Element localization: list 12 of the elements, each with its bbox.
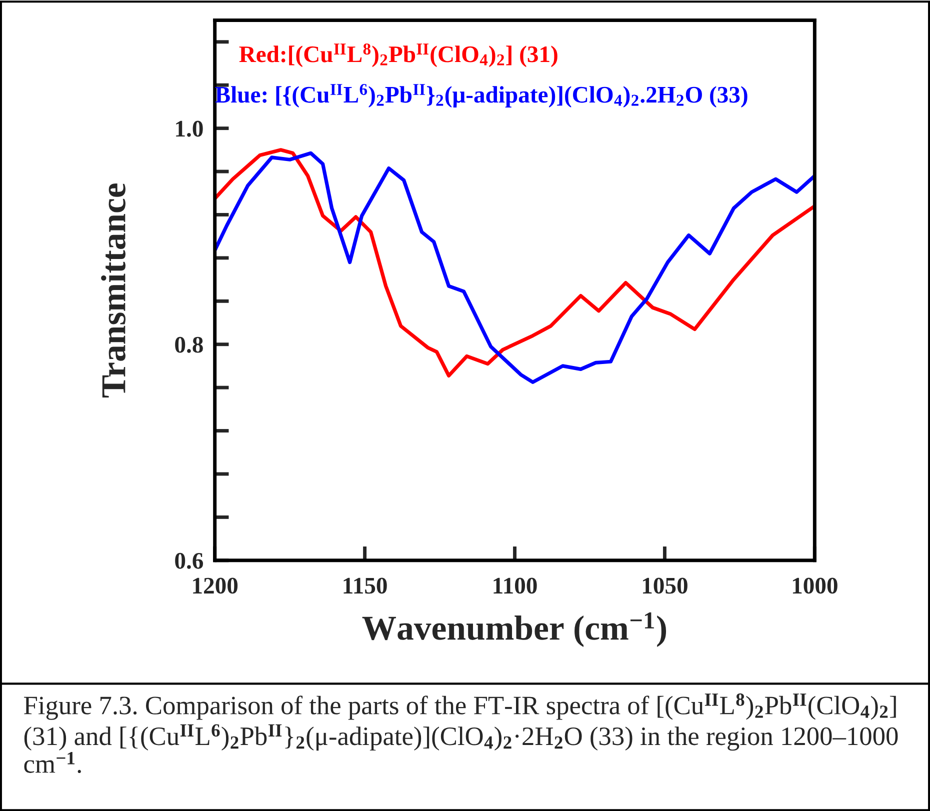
y-tick-label: 0.6 [175,552,204,569]
text: Red:[(Cu$^{II}$L$^{8}$)$_{2}$Pb$^{II}$(ClO$_{4}$)$_{2}$] (31) [239,43,558,68]
x-axis-title: Wavenumber (cm$^{−1}$) [362,612,666,647]
x-tick-label: 1000 [792,578,838,594]
text: Figure 7.3. Comparison of the parts of the FT-IR spectra of [(Cu$^{II}$L$^{8}$)$_{2}$Pb$^{II}$(ClO$_{4}$)$_{2}$] (31) and [{(Cu$^{II}$L$^{6}$)$_{2}$Pb$^{II}$}$_{2}$(μ-adipate)](ClO$_{4}$)$_{2}$·2H$_{2}$O (33) in the region 1200–1000 cm$^{−1}$. [24,693,898,774]
y-tick-label: 0.8 [175,336,203,353]
x-tick-label: 1200 [193,578,238,594]
y-axis-title: Transmittance [101,184,126,398]
x-tick-label: 1100 [494,578,537,594]
y-tick-label: 1.0 [176,120,203,137]
x-tick-label: 1150 [344,578,387,594]
x-tick-label: 1050 [643,578,688,594]
